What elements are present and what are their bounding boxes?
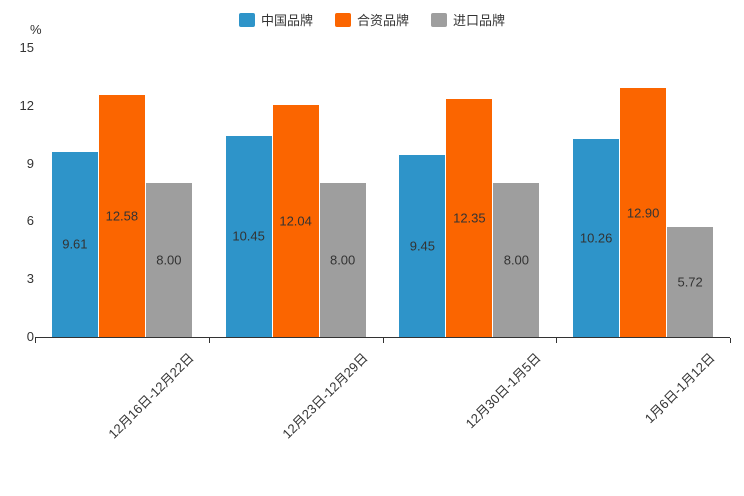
x-axis-tick: [382, 338, 384, 343]
legend-item-1[interactable]: 中国品牌: [238, 10, 313, 29]
bar-合资品牌-1[interactable]: 12.58: [98, 94, 145, 337]
bar-value-label: 10.26: [579, 230, 613, 246]
x-axis-tick: [35, 338, 36, 343]
bar-value-label: 12.35: [453, 210, 486, 226]
legend-label: 中国品牌: [260, 13, 313, 28]
x-category-label: 12月30日-1月5日: [462, 350, 545, 432]
x-axis-tick: [556, 338, 558, 343]
y-tick-label: 3: [26, 271, 34, 287]
bar-value-label: 9.61: [62, 236, 88, 252]
bar-value-label: 8.00: [329, 252, 356, 268]
y-tick-label: 9: [26, 155, 34, 171]
x-axis-line: [35, 337, 730, 338]
bar-进口品牌-4[interactable]: 5.72: [667, 226, 714, 337]
bar-value-label: 12.04: [279, 213, 312, 229]
bar-value-label: 10.45: [232, 228, 265, 244]
y-tick-label: 6: [26, 213, 34, 229]
bar-中国品牌-4[interactable]: 10.26: [573, 139, 620, 337]
bar-value-label: 9.45: [409, 238, 436, 254]
legend-swatch-icon: [238, 12, 255, 27]
bar-value-label: 5.72: [677, 274, 703, 290]
bar-value-label: 12.90: [626, 205, 660, 221]
y-tick-label: 12: [19, 97, 34, 113]
bar-合资品牌-4[interactable]: 12.90: [620, 88, 667, 337]
y-tick-label: 0: [26, 329, 34, 344]
x-category-label: 12月23日-12月29日: [279, 350, 371, 442]
bar-中国品牌-3[interactable]: 9.45: [399, 154, 446, 337]
legend-label: 进口品牌: [453, 13, 506, 28]
legend-swatch-icon: [334, 12, 351, 27]
y-axis-unit-label: %: [30, 22, 42, 37]
bar-合资品牌-3[interactable]: 12.35: [446, 99, 493, 337]
bar-value-label: 8.00: [156, 252, 182, 268]
bar-value-label: 8.00: [503, 252, 530, 268]
legend-item-3[interactable]: 进口品牌: [431, 10, 505, 29]
y-tick-label: 15: [19, 40, 34, 55]
x-category-label: 12月16日-12月22日: [105, 350, 197, 442]
legend-swatch-icon: [431, 12, 447, 27]
legend-item-2[interactable]: 合资品牌: [334, 10, 409, 29]
bar-进口品牌-2[interactable]: 8.00: [319, 182, 366, 337]
x-axis-tick: [208, 338, 210, 343]
bar-进口品牌-1[interactable]: 8.00: [145, 182, 192, 337]
bar-合资品牌-2[interactable]: 12.04: [272, 105, 319, 337]
bar-中国品牌-2[interactable]: 10.45: [225, 135, 272, 337]
x-category-label: 1月6日-1月12日: [641, 350, 718, 427]
bar-中国品牌-1[interactable]: 9.61: [51, 151, 98, 337]
bar-进口品牌-3[interactable]: 8.00: [493, 182, 540, 337]
bar-value-label: 12.58: [105, 208, 139, 224]
chart-legend: 中国品牌 合资品牌 进口品牌: [0, 10, 744, 29]
x-axis-tick: [730, 338, 731, 343]
legend-label: 合资品牌: [356, 13, 409, 28]
